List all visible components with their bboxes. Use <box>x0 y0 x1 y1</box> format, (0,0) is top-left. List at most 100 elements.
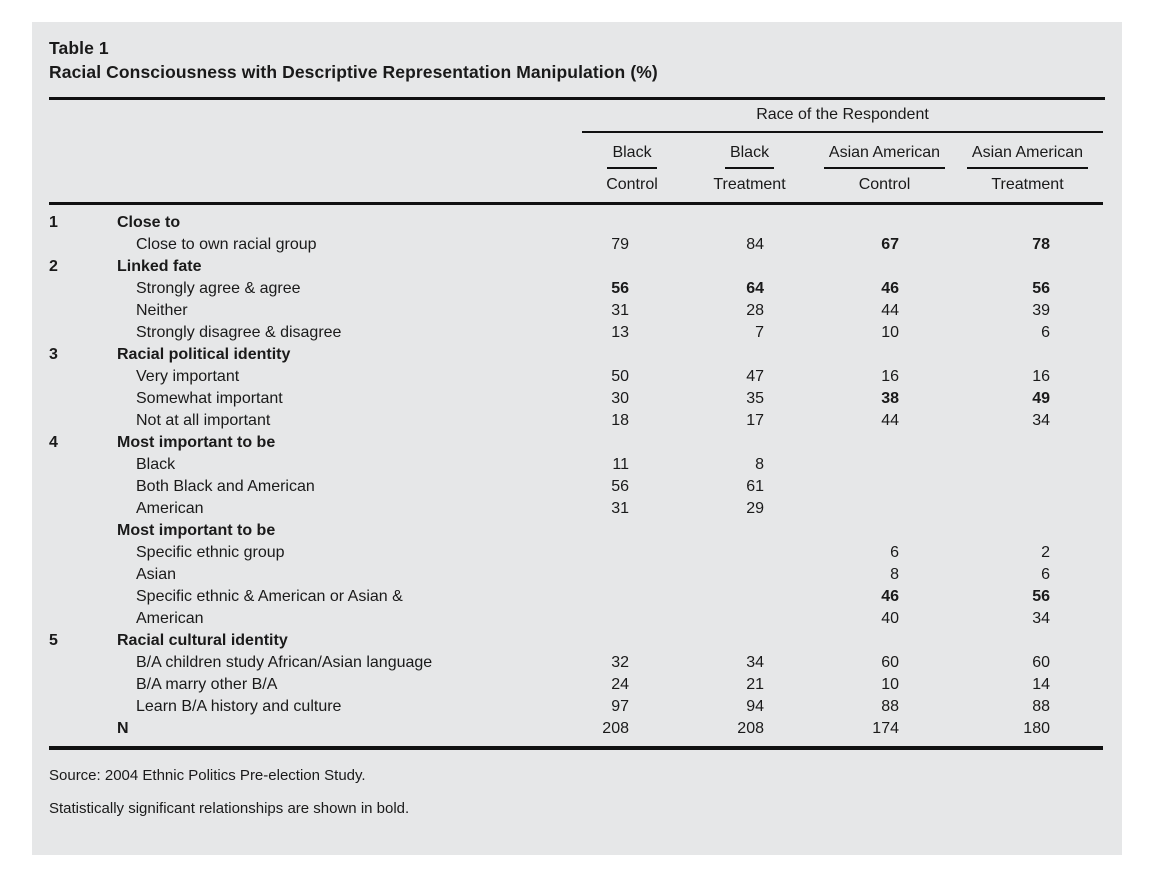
cell-black-control: 56 <box>611 478 629 495</box>
table-row: Strongly agree & agree 56 64 46 56 <box>49 278 1103 300</box>
cell-asian-treatment: 34 <box>1032 610 1050 627</box>
cell-black-control: 97 <box>611 698 629 715</box>
row-label: Somewhat important <box>136 390 283 407</box>
cell-black-treatment: 208 <box>737 720 764 737</box>
cell-asian-treatment <box>952 476 1103 498</box>
cell-black-treatment: 34 <box>746 654 764 671</box>
row-number <box>49 520 117 542</box>
table-row: Specific ethnic group 6 2 <box>49 542 1103 564</box>
cell-black-control: 79 <box>611 236 629 253</box>
cell-black-control <box>582 542 682 564</box>
cell-asian-control <box>817 498 952 520</box>
table-row: Asian 8 6 <box>49 564 1103 586</box>
cell-black-treatment <box>682 520 817 542</box>
table-title: Racial Consciousness with Descriptive Re… <box>49 62 658 82</box>
group-label: Asian American <box>823 143 946 169</box>
cell-black-control: 50 <box>611 368 629 385</box>
cell-black-treatment: 7 <box>755 324 764 341</box>
row-number: 4 <box>49 434 58 451</box>
cell-black-control <box>582 564 682 586</box>
cell-black-treatment: 35 <box>746 390 764 407</box>
table-row: N 208 208 174 180 <box>49 718 1103 748</box>
cell-black-treatment: 84 <box>746 236 764 253</box>
cell-asian-treatment <box>952 520 1103 542</box>
table-row: Strongly disagree & disagree 13 7 10 6 <box>49 322 1103 344</box>
row-number: 5 <box>49 632 58 649</box>
group-label: Black <box>607 143 657 169</box>
cell-asian-treatment <box>952 432 1103 454</box>
cell-asian-control: 60 <box>881 654 899 671</box>
cell-asian-control <box>817 344 952 366</box>
row-number <box>49 300 117 322</box>
cell-asian-control: 38 <box>881 390 899 407</box>
table-row: Somewhat important 30 35 38 49 <box>49 388 1103 410</box>
sub-header-row: Control Treatment Control Treatment <box>49 169 1103 204</box>
row-label: B/A marry other B/A <box>136 676 278 693</box>
table-row: B/A marry other B/A 24 21 10 14 <box>49 674 1103 696</box>
col-group-black-treatment: Black <box>682 132 817 169</box>
subheader-control-2: Control <box>858 176 911 193</box>
cell-black-control <box>582 630 682 652</box>
cell-asian-treatment: 39 <box>1032 302 1050 319</box>
row-number <box>49 652 117 674</box>
cell-black-control: 208 <box>602 720 629 737</box>
cell-asian-control: 46 <box>881 588 899 605</box>
row-number <box>49 322 117 344</box>
cell-black-treatment <box>682 542 817 564</box>
cell-black-control: 30 <box>611 390 629 407</box>
table-row: Most important to be <box>49 520 1103 542</box>
source-note: Source: 2004 Ethnic Politics Pre-electio… <box>49 767 366 784</box>
row-number <box>49 674 117 696</box>
cell-asian-control: 40 <box>881 610 899 627</box>
cell-asian-control: 8 <box>890 566 899 583</box>
row-number <box>49 234 117 256</box>
cell-black-treatment <box>682 586 817 608</box>
cell-black-control <box>582 520 682 542</box>
cell-asian-treatment: 56 <box>1032 588 1050 605</box>
cell-asian-treatment <box>952 256 1103 278</box>
cell-asian-control <box>817 204 952 235</box>
row-number <box>49 718 117 748</box>
cell-asian-treatment <box>952 630 1103 652</box>
header-spacer <box>49 100 582 132</box>
row-number <box>49 586 117 608</box>
cell-black-control: 56 <box>611 280 629 297</box>
cell-black-treatment: 28 <box>746 302 764 319</box>
cell-black-control: 31 <box>611 500 629 517</box>
table-row: Learn B/A history and culture 97 94 88 8… <box>49 696 1103 718</box>
table-row: Neither 31 28 44 39 <box>49 300 1103 322</box>
race-of-respondent-header: Race of the Respondent <box>582 100 1103 133</box>
cell-asian-control <box>817 520 952 542</box>
bold-note: Statistically significant relationships … <box>49 800 410 817</box>
subheader-control-1: Control <box>606 176 658 193</box>
table-row: American 40 34 <box>49 608 1103 630</box>
cell-black-treatment: 64 <box>746 280 764 297</box>
cell-black-treatment <box>682 204 817 235</box>
table-row: 3 Racial political identity <box>49 344 1103 366</box>
header-spacer <box>49 169 582 204</box>
cell-asian-control <box>817 454 952 476</box>
col-group-black-control: Black <box>582 132 682 169</box>
cell-asian-treatment: 56 <box>1032 280 1050 297</box>
cell-asian-treatment: 16 <box>1032 368 1050 385</box>
row-label: Neither <box>136 302 188 319</box>
table-panel: Table 1 Racial Consciousness with Descri… <box>32 22 1122 855</box>
cell-black-treatment: 29 <box>746 500 764 517</box>
row-label: Linked fate <box>117 258 202 275</box>
table-header: Race of the Respondent Black Black Asian… <box>49 100 1103 204</box>
cell-asian-control: 16 <box>881 368 899 385</box>
cell-black-treatment <box>682 564 817 586</box>
group-header-row: Black Black Asian American Asian America… <box>49 132 1103 169</box>
cell-asian-control: 174 <box>872 720 899 737</box>
cell-asian-control: 6 <box>890 544 899 561</box>
cell-asian-treatment: 34 <box>1032 412 1050 429</box>
row-label: Strongly agree & agree <box>136 280 301 297</box>
table-row: 1 Close to <box>49 204 1103 235</box>
cell-asian-treatment: 14 <box>1032 676 1050 693</box>
row-label: Black <box>136 456 176 473</box>
row-label: Close to <box>117 214 181 231</box>
table-row: 4 Most important to be <box>49 432 1103 454</box>
row-number <box>49 608 117 630</box>
row-number <box>49 278 117 300</box>
